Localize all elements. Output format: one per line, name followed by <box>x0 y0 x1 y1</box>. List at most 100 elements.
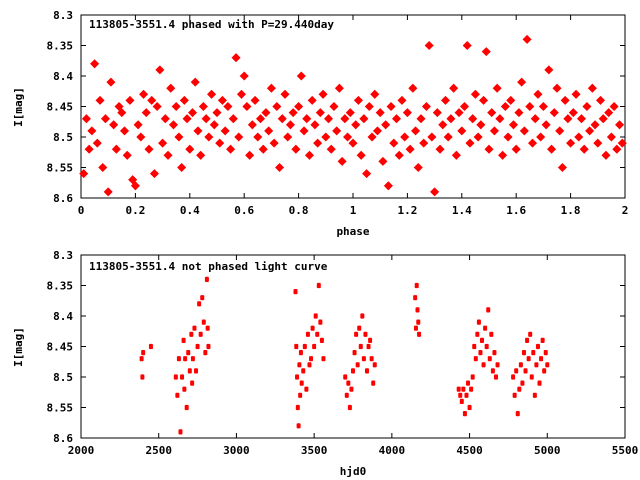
data-point <box>117 108 127 118</box>
data-point <box>111 144 121 154</box>
data-point <box>346 380 351 386</box>
data-point <box>264 126 274 136</box>
y-tick-label: 8.55 <box>47 402 74 415</box>
data-point <box>242 101 252 112</box>
x-tick-label: 1 <box>350 204 357 217</box>
data-point <box>361 356 366 362</box>
data-point <box>231 53 241 63</box>
data-point <box>133 120 143 130</box>
data-point <box>140 374 145 380</box>
data-point <box>250 95 260 105</box>
data-point <box>321 356 326 362</box>
data-point <box>98 162 108 173</box>
x-tick-label: 1.2 <box>397 204 417 217</box>
data-point <box>413 295 418 301</box>
data-point <box>190 380 195 386</box>
data-point <box>206 343 211 350</box>
data-point <box>316 282 321 289</box>
data-point <box>79 169 89 179</box>
data-point <box>518 362 523 368</box>
data-point <box>125 95 135 105</box>
data-point <box>473 356 478 362</box>
data-point <box>182 114 192 124</box>
data-point <box>285 120 295 130</box>
data-point <box>466 380 471 386</box>
data-point <box>181 337 186 343</box>
data-point <box>148 343 153 350</box>
data-point <box>394 150 404 160</box>
data-point <box>413 325 418 331</box>
x-tick-label: 2500 <box>145 444 172 457</box>
data-point <box>152 101 162 112</box>
data-point <box>189 331 194 337</box>
data-point <box>371 380 376 386</box>
data-point <box>187 368 192 374</box>
data-point <box>297 362 302 368</box>
data-point <box>515 411 520 417</box>
light-curve-plot: 2000 2500 3000 3500 4000 4500 5000 5500 8.3 8.35 8… <box>12 249 638 478</box>
data-point <box>106 77 116 87</box>
x-tick-label: 3500 <box>301 444 328 457</box>
data-point <box>212 108 222 118</box>
data-point <box>205 325 210 331</box>
data-point <box>449 83 459 93</box>
y-tick-label: 8.5 <box>53 131 73 144</box>
data-point <box>183 356 188 362</box>
data-point <box>203 350 208 356</box>
data-point <box>302 114 312 124</box>
data-point <box>261 108 271 118</box>
data-point <box>351 368 355 374</box>
data-point <box>470 89 480 99</box>
data-point <box>228 114 238 124</box>
data-point <box>209 120 219 130</box>
data-point <box>438 120 448 130</box>
data-point <box>352 350 357 356</box>
data-point <box>461 386 466 392</box>
data-point <box>186 350 191 356</box>
data-point <box>296 71 306 81</box>
data-point <box>480 337 485 343</box>
data-point <box>457 126 467 136</box>
data-point <box>386 101 396 112</box>
data-point <box>190 356 195 362</box>
data-point <box>340 114 350 124</box>
data-point <box>204 276 209 282</box>
data-point <box>295 404 300 411</box>
data-point <box>84 144 94 154</box>
data-point <box>217 95 227 105</box>
data-points <box>79 34 627 197</box>
data-point <box>540 337 545 343</box>
data-point <box>415 307 420 313</box>
data-point <box>245 150 255 160</box>
data-point <box>347 404 352 411</box>
data-point <box>195 343 200 350</box>
data-point <box>220 126 230 136</box>
data-point <box>207 89 217 99</box>
data-point <box>223 101 233 112</box>
data-point <box>383 181 393 191</box>
data-point <box>197 301 202 307</box>
data-point <box>432 108 442 118</box>
y-tick-label: 8.35 <box>47 40 74 53</box>
data-point <box>296 423 301 429</box>
data-point <box>487 108 497 118</box>
data-point <box>204 132 214 142</box>
data-point <box>459 398 464 404</box>
data-point <box>369 356 374 362</box>
data-point <box>486 307 491 313</box>
phased-plot: 0 0.2 0.4 0.6 0.8 1 1.2 1.4 1.6 1.8 2 8.3 8.35 8.4 8.4… <box>12 9 628 238</box>
data-point <box>364 101 374 112</box>
data-point <box>343 374 348 380</box>
data-point <box>194 368 199 374</box>
data-point <box>255 114 266 124</box>
data-point <box>492 350 497 356</box>
data-point <box>521 350 526 356</box>
y-tick-label: 8.55 <box>47 162 74 175</box>
data-point <box>293 289 298 295</box>
plot-title: 113805-3551.4 phased with P=29.440day <box>89 18 334 31</box>
x-tick-label: 0.2 <box>125 204 145 217</box>
data-point <box>351 120 361 130</box>
data-point <box>397 95 407 105</box>
x-tick-label: 0.8 <box>289 204 309 217</box>
data-point <box>464 392 469 398</box>
